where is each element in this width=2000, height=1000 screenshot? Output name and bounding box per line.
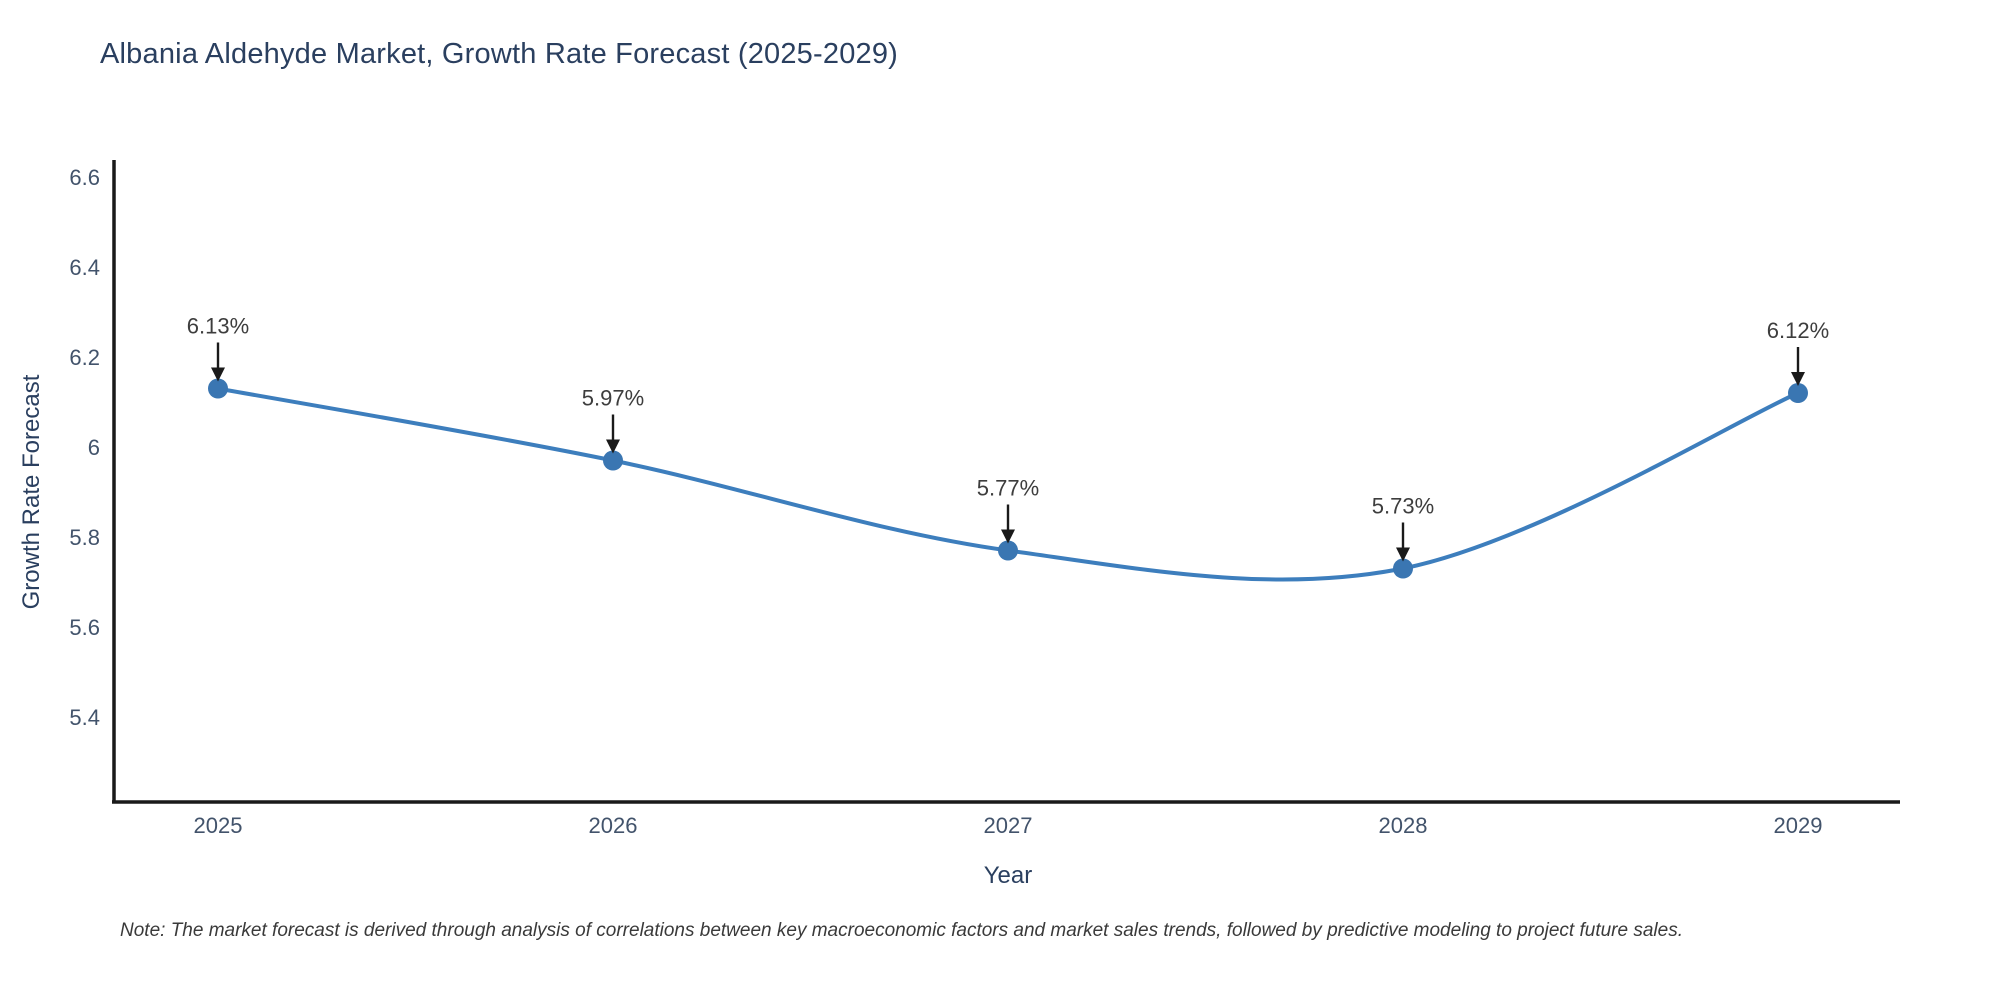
y-tick-label: 5.8 xyxy=(69,525,100,550)
y-tick-label: 6.4 xyxy=(69,255,100,280)
data-point-label: 5.97% xyxy=(582,386,644,411)
x-tick-label: 2027 xyxy=(984,813,1033,838)
y-tick-label: 6.6 xyxy=(69,165,100,190)
data-point-marker[interactable] xyxy=(998,540,1018,561)
x-tick-label: 2028 xyxy=(1379,813,1428,838)
x-tick-label: 2025 xyxy=(194,813,243,838)
chart-title: Albania Aldehyde Market, Growth Rate For… xyxy=(100,38,899,70)
y-tick-label: 5.6 xyxy=(69,615,100,640)
data-point-marker[interactable] xyxy=(603,450,623,471)
y-tick-label: 5.4 xyxy=(69,705,100,730)
data-point-marker[interactable] xyxy=(1393,558,1413,579)
data-point-label: 5.73% xyxy=(1372,494,1434,519)
annotation-arrowhead-icon xyxy=(1791,372,1805,386)
data-point-marker[interactable] xyxy=(1788,383,1808,403)
annotation-arrowhead-icon xyxy=(1396,547,1410,562)
chart-footnote: Note: The market forecast is derived thr… xyxy=(120,920,1683,941)
data-point-label: 6.12% xyxy=(1767,318,1829,343)
annotation-arrowhead-icon xyxy=(1001,529,1015,544)
y-axis-title: Growth Rate Forecast xyxy=(18,374,45,610)
annotation-arrowhead-icon xyxy=(211,367,225,382)
x-tick-label: 2029 xyxy=(1774,813,1823,838)
y-tick-label: 6 xyxy=(88,435,100,460)
data-point-label: 5.77% xyxy=(977,476,1039,501)
x-axis-title: Year xyxy=(983,862,1033,889)
x-tick-label: 2026 xyxy=(589,813,638,838)
y-tick-label: 6.2 xyxy=(69,345,100,370)
data-point-label: 6.13% xyxy=(187,314,249,339)
data-point-marker[interactable] xyxy=(208,378,228,399)
annotation-arrowhead-icon xyxy=(606,439,620,454)
